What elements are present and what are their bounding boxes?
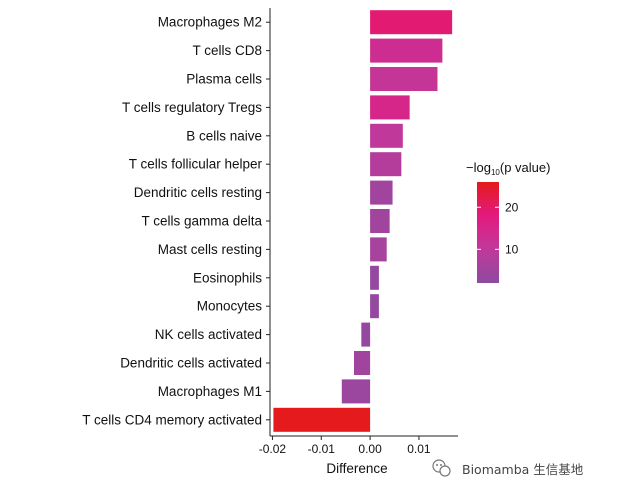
bar-9 — [370, 265, 379, 290]
bar-8 — [370, 237, 387, 262]
x-axis: -0.02 -0.01 0.00 0.01 — [259, 435, 458, 456]
legend-title-sub: 10 — [491, 168, 500, 177]
x-tick-label: 0.00 — [358, 442, 382, 456]
watermark-text: Biomamba 生信基地 — [462, 462, 584, 477]
category-label: T cells CD8 — [192, 43, 262, 58]
bar-0 — [370, 10, 453, 35]
bar-7 — [370, 209, 390, 233]
bar-6 — [370, 180, 393, 205]
x-tick-label: -0.01 — [308, 442, 336, 456]
legend-title: −log10(p value) — [466, 160, 550, 177]
bar-4 — [370, 123, 403, 148]
watermark: Biomamba 生信基地 — [432, 459, 584, 477]
category-label: T cells follicular helper — [129, 157, 263, 172]
legend-colorbar — [477, 182, 499, 283]
category-label: Dendritic cells activated — [120, 356, 262, 371]
bar-12 — [353, 351, 371, 375]
bar-5 — [370, 152, 402, 177]
category-label: Macrophages M1 — [158, 384, 262, 399]
x-tick-label: -0.02 — [259, 442, 287, 456]
bar-1 — [370, 38, 443, 63]
category-label: Mast cells resting — [158, 242, 262, 257]
bar-13 — [341, 379, 371, 404]
wechat-icon — [432, 459, 451, 477]
legend-title-prefix: −log — [466, 160, 491, 175]
x-axis-title: Difference — [326, 461, 387, 476]
bars-layer — [273, 10, 453, 432]
bar-2 — [370, 67, 438, 91]
category-label: B cells naive — [186, 128, 262, 143]
legend-title-suffix: (p value) — [500, 160, 551, 175]
y-axis — [266, 8, 271, 436]
category-label: Monocytes — [197, 299, 263, 314]
category-label: T cells gamma delta — [141, 214, 262, 229]
legend-tick-label: 10 — [505, 242, 519, 256]
category-labels: Macrophages M2 T cells CD8 Plasma cells T c… — [82, 15, 262, 428]
bar-3 — [370, 95, 410, 120]
category-label: Macrophages M2 — [158, 15, 262, 30]
x-tick-label: 0.01 — [407, 442, 431, 456]
category-label: Eosinophils — [193, 270, 262, 285]
category-label: T cells regulatory Tregs — [122, 100, 262, 115]
bar-10 — [370, 294, 379, 319]
category-label: Plasma cells — [186, 72, 262, 87]
bar-14 — [273, 407, 371, 432]
bar-11 — [361, 322, 371, 347]
category-label: Dendritic cells resting — [134, 185, 262, 200]
category-label: T cells CD4 memory activated — [82, 412, 262, 427]
category-label: NK cells activated — [155, 327, 262, 342]
legend-tick-label: 20 — [505, 200, 519, 214]
